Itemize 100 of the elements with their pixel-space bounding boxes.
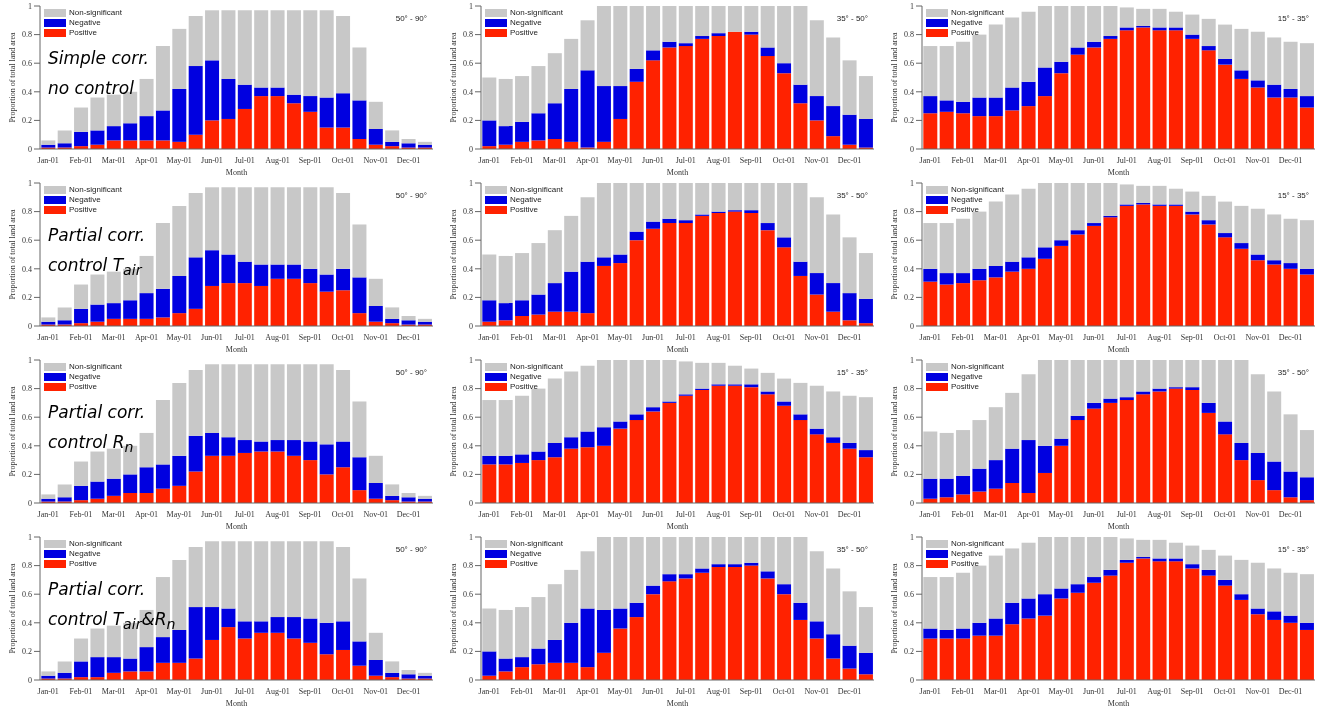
x-tick-label: Oct-01 [331, 509, 355, 519]
x-tick-label: May-01 [607, 509, 633, 519]
y-axis-title: Proportion of total land area [889, 31, 899, 123]
y-tick-label: 0.6 [463, 59, 473, 69]
x-tick-label: May-01 [607, 155, 633, 165]
annotation: control T$_{air}$&R$_{n}$ [48, 609, 176, 633]
x-tick-label: Jul-01 [1116, 155, 1137, 165]
legend-label: Non-significant [951, 362, 1004, 372]
x-tick-label: Mar-01 [101, 686, 126, 696]
x-tick-label: Feb-01 [69, 332, 93, 342]
x-tick-label: Mar-01 [983, 332, 1008, 342]
y-tick-label: 0.6 [463, 413, 473, 423]
y-tick-label: 1 [910, 355, 914, 365]
x-tick-label: Mar-01 [983, 686, 1008, 696]
x-tick-label: Jun-01 [201, 686, 223, 696]
x-tick-label: Aug-01 [706, 332, 731, 342]
y-tick-label: 0.6 [22, 236, 32, 246]
x-tick-label: Feb-01 [951, 332, 975, 342]
legend-label: Non-significant [510, 8, 563, 18]
x-tick-label: Aug-01 [706, 686, 731, 696]
x-tick-label: Jun-01 [1083, 155, 1105, 165]
x-tick-label: Mar-01 [542, 332, 567, 342]
x-tick-label: Jun-01 [1083, 509, 1105, 519]
x-tick-label: Dec-01 [396, 155, 421, 165]
y-tick-label: 0.4 [463, 441, 473, 451]
legend-label: Positive [69, 205, 98, 215]
y-tick-label: 0.6 [463, 590, 473, 600]
x-tick-label: Apr-01 [575, 686, 599, 696]
x-tick-label: Jul-01 [675, 155, 696, 165]
x-tick-label: Jan-01 [37, 509, 59, 519]
x-tick-label: May-01 [1048, 686, 1074, 696]
legend-label: Negative [951, 195, 983, 205]
y-tick-label: 0.8 [463, 384, 473, 394]
legend-label: Negative [951, 549, 983, 559]
x-tick-label: May-01 [166, 686, 192, 696]
y-axis-title: Proportion of total land area [448, 562, 458, 654]
legend-label: Negative [510, 549, 542, 559]
y-tick-label: 0.2 [463, 470, 473, 480]
x-axis-title: Month [666, 699, 689, 708]
legend-label: Non-significant [69, 8, 122, 18]
y-tick-label: 0.4 [904, 618, 914, 628]
text: 15° - 35° [1277, 14, 1309, 23]
annotation: Simple corr. [48, 48, 150, 68]
y-tick-label: 1 [28, 532, 32, 542]
x-tick-label: Nov-01 [804, 155, 829, 165]
x-tick-label: Mar-01 [101, 155, 126, 165]
x-tick-label: Jan-01 [37, 686, 59, 696]
x-tick-label: Jun-01 [1083, 332, 1105, 342]
x-tick-label: Oct-01 [1213, 686, 1237, 696]
legend-label: Negative [510, 195, 542, 205]
x-tick-label: Oct-01 [1213, 509, 1237, 519]
x-tick-label: Jul-01 [675, 686, 696, 696]
y-tick-label: 0.8 [463, 207, 473, 217]
x-tick-label: Jun-01 [642, 332, 664, 342]
x-tick-label: Apr-01 [1016, 686, 1040, 696]
x-tick-label: Dec-01 [837, 686, 862, 696]
y-axis-title: Proportion of total land area [7, 385, 17, 477]
x-tick-label: Sep-01 [739, 155, 763, 165]
legend-label: Non-significant [510, 539, 563, 549]
y-tick-label: 0.4 [904, 87, 914, 97]
y-tick-label: 0.4 [22, 87, 32, 97]
x-tick-label: Feb-01 [951, 509, 975, 519]
x-tick-label: Oct-01 [772, 509, 796, 519]
x-tick-label: Jul-01 [234, 509, 255, 519]
x-tick-label: Jun-01 [201, 509, 223, 519]
x-axis-title: Month [1107, 345, 1130, 354]
y-tick-label: 0.2 [904, 470, 914, 480]
x-tick-label: Aug-01 [1147, 155, 1172, 165]
x-tick-label: Aug-01 [265, 332, 290, 342]
x-tick-label: Nov-01 [1245, 509, 1270, 519]
y-axis-title: Proportion of total land area [448, 208, 458, 300]
legend-label: Positive [69, 28, 98, 38]
y-tick-label: 0 [469, 321, 473, 331]
legend-label: Positive [951, 28, 980, 38]
y-tick-label: 0.4 [22, 441, 32, 451]
x-tick-label: Jun-01 [642, 686, 664, 696]
x-tick-label: Jan-01 [919, 686, 941, 696]
y-tick-label: 0.4 [22, 264, 32, 274]
x-tick-label: May-01 [1048, 155, 1074, 165]
annotation: Partial corr. [48, 225, 146, 245]
x-tick-label: Nov-01 [804, 509, 829, 519]
y-axis-title: Proportion of total land area [448, 31, 458, 123]
x-tick-label: Apr-01 [575, 155, 599, 165]
y-tick-label: 0.4 [463, 264, 473, 274]
x-tick-label: Jul-01 [234, 686, 255, 696]
y-tick-label: 0.2 [22, 116, 32, 126]
y-tick-label: 0.4 [463, 87, 473, 97]
y-tick-label: 0 [469, 144, 473, 154]
x-tick-label: Mar-01 [542, 509, 567, 519]
y-tick-label: 0.8 [22, 207, 32, 217]
x-tick-label: Aug-01 [1147, 332, 1172, 342]
legend-label: Non-significant [510, 185, 563, 195]
x-tick-label: Aug-01 [265, 155, 290, 165]
x-tick-label: Jul-01 [675, 509, 696, 519]
y-axis-title: Proportion of total land area [7, 208, 17, 300]
legend-label: Non-significant [951, 539, 1004, 549]
y-tick-label: 0.2 [22, 470, 32, 480]
y-tick-label: 0.2 [904, 293, 914, 303]
y-tick-label: 0.8 [22, 561, 32, 571]
x-tick-label: Feb-01 [69, 686, 93, 696]
